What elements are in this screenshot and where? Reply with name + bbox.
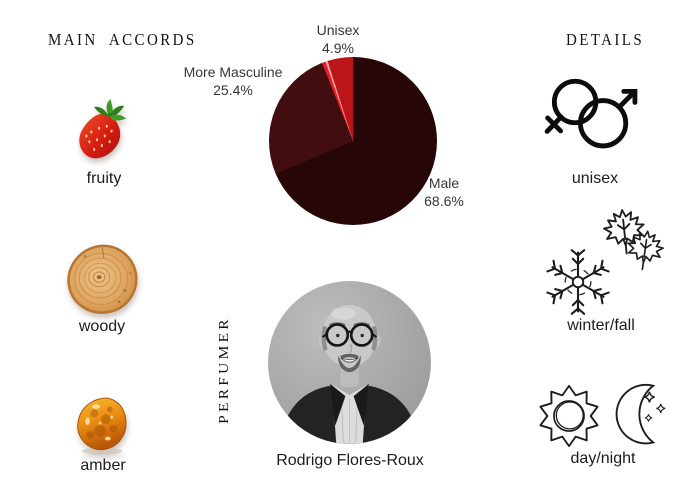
detail-label-day-night: day/night — [570, 450, 636, 467]
detail-label-unisex: unisex — [571, 170, 619, 187]
accord-label-amber: amber — [80, 457, 126, 474]
crescent-moon-icon — [604, 382, 676, 450]
snowflake-icon — [540, 244, 616, 320]
perfumer-name: Rodrigo Flores-Roux — [276, 452, 424, 469]
maple-leaves-icon — [601, 208, 671, 278]
accord-label-fruity: fruity — [86, 170, 122, 187]
perfumer-portrait — [268, 281, 431, 444]
wood-slice-icon — [64, 243, 140, 315]
strawberry-icon — [70, 99, 128, 167]
pie-callout-male: Male 68.6% — [424, 175, 464, 209]
female-male-symbols-icon — [543, 74, 640, 157]
accord-label-woody: woody — [78, 318, 126, 335]
pie-callout-more-masculine: More Masculine 25.4% — [183, 64, 283, 98]
details-title: DETAILS — [566, 31, 645, 50]
pie-callout-unisex: Unisex 4.9% — [316, 22, 360, 56]
amber-resin-icon — [71, 394, 133, 456]
detail-label-winter-fall: winter/fall — [567, 317, 635, 334]
gender-pie — [269, 57, 437, 225]
sun-icon — [537, 384, 601, 448]
main-accords-title: MAIN ACCORDS — [48, 31, 197, 50]
